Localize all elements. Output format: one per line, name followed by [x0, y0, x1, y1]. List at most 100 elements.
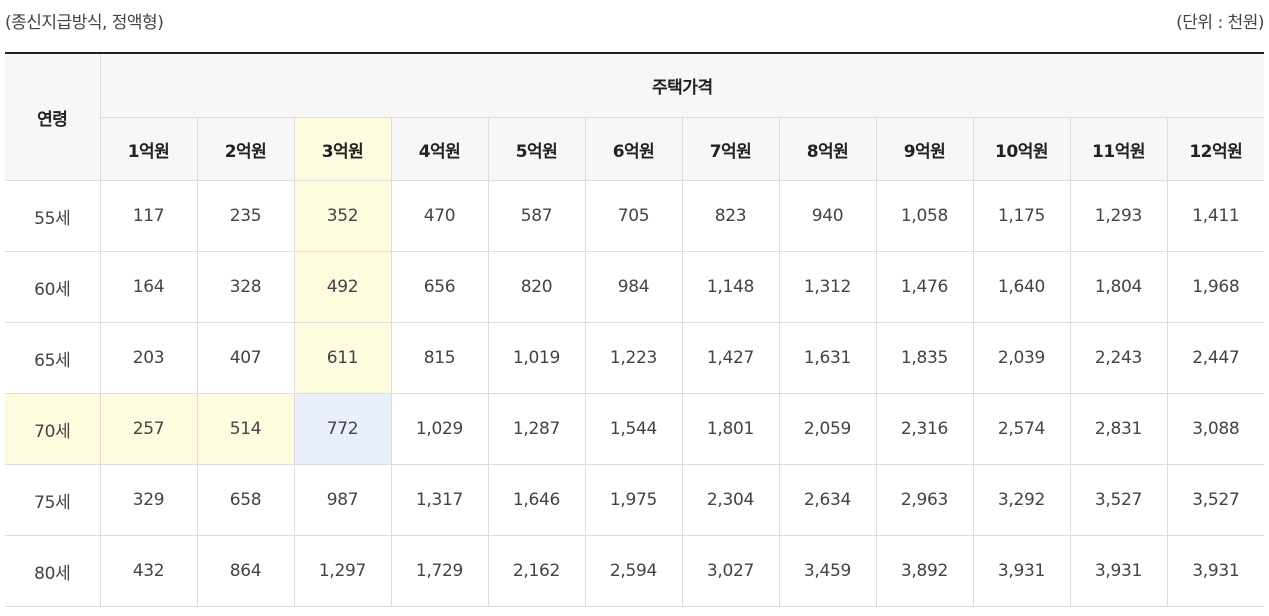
- value-cell: 1,646: [488, 464, 586, 536]
- value-cell: 3,292: [973, 464, 1071, 536]
- value-cell: 2,594: [585, 535, 683, 607]
- value-cell: 820: [488, 251, 586, 323]
- header-row-group: 연령 주택가격: [5, 53, 1265, 181]
- unit-caption: (단위 : 천원): [1176, 13, 1264, 33]
- value-cell: 164: [100, 251, 198, 323]
- price-header-2: 2억원: [197, 117, 295, 181]
- value-cell: 2,963: [876, 464, 974, 536]
- value-cell: 1,801: [682, 393, 780, 465]
- value-cell: 3,088: [1167, 393, 1265, 465]
- value-cell: 3,931: [973, 535, 1071, 607]
- value-cell: 1,411: [1167, 180, 1265, 252]
- price-header-10: 10억원: [973, 117, 1071, 181]
- monthly-payment-table: 연령 주택가격 1억원 2억원 3억원 4억원 5억원 6억원 7억원 8억원 …: [5, 52, 1265, 607]
- value-cell: 407: [197, 322, 295, 394]
- value-cell: 823: [682, 180, 780, 252]
- value-cell: 984: [585, 251, 683, 323]
- value-cell: 658: [197, 464, 295, 536]
- price-header-8: 8억원: [779, 117, 877, 181]
- value-cell: 2,304: [682, 464, 780, 536]
- value-cell: 3,527: [1167, 464, 1265, 536]
- table-row: 80세 432 864 1,297 1,729 2,162 2,594 3,02…: [5, 535, 1265, 607]
- price-header-9: 9억원: [876, 117, 974, 181]
- value-cell: 1,975: [585, 464, 683, 536]
- value-cell: 1,804: [1070, 251, 1168, 323]
- value-cell: 1,029: [391, 393, 489, 465]
- value-cell: 2,039: [973, 322, 1071, 394]
- price-header-7: 7억원: [682, 117, 780, 181]
- value-cell: 2,831: [1070, 393, 1168, 465]
- value-cell: 3,459: [779, 535, 877, 607]
- value-cell: 1,835: [876, 322, 974, 394]
- value-cell: 1,287: [488, 393, 586, 465]
- price-header-1: 1억원: [100, 117, 198, 181]
- value-cell: 3,931: [1070, 535, 1168, 607]
- value-cell: 1,317: [391, 464, 489, 536]
- value-cell: 3,931: [1167, 535, 1265, 607]
- value-cell: 2,059: [779, 393, 877, 465]
- price-header-4: 4억원: [391, 117, 489, 181]
- table-row: 55세 117 235 352 470 587 705 823 940 1,05…: [5, 180, 1265, 252]
- value-cell: 1,312: [779, 251, 877, 323]
- value-cell: 235: [197, 180, 295, 252]
- table-body: 55세 117 235 352 470 587 705 823 940 1,05…: [5, 180, 1265, 607]
- value-cell: 1,293: [1070, 180, 1168, 252]
- table-caption-left: (종신지급방식, 정액형): [5, 13, 164, 33]
- house-price-group-header: 주택가격: [100, 53, 1265, 118]
- price-header-5: 5억원: [488, 117, 586, 181]
- value-cell: 432: [100, 535, 198, 607]
- price-header-6: 6억원: [585, 117, 683, 181]
- price-header-11: 11억원: [1070, 117, 1168, 181]
- table-row: 75세 329 658 987 1,317 1,646 1,975 2,304 …: [5, 464, 1265, 536]
- age-cell: 75세: [5, 464, 101, 536]
- value-cell: 815: [391, 322, 489, 394]
- value-cell: 470: [391, 180, 489, 252]
- table-row-highlighted: 70세 257 514 772 1,029 1,287 1,544 1,801 …: [5, 393, 1265, 465]
- value-cell-intersection: 772: [294, 393, 392, 465]
- value-cell: 1,427: [682, 322, 780, 394]
- header-row-prices: 1억원 2억원 3억원 4억원 5억원 6억원 7억원 8억원 9억원 10억원…: [5, 117, 1265, 181]
- age-column-header: 연령: [5, 53, 101, 181]
- value-cell: 3,027: [682, 535, 780, 607]
- age-cell: 80세: [5, 535, 101, 607]
- value-cell: 864: [197, 535, 295, 607]
- value-cell: 1,640: [973, 251, 1071, 323]
- age-cell: 60세: [5, 251, 101, 323]
- value-cell: 1,223: [585, 322, 683, 394]
- value-cell: 705: [585, 180, 683, 252]
- value-cell: 1,476: [876, 251, 974, 323]
- price-header-3-highlighted: 3억원: [294, 117, 392, 181]
- value-cell: 1,019: [488, 322, 586, 394]
- value-cell: 1,148: [682, 251, 780, 323]
- table-row: 60세 164 328 492 656 820 984 1,148 1,312 …: [5, 251, 1265, 323]
- value-cell: 203: [100, 322, 198, 394]
- value-cell-highlighted: 352: [294, 180, 392, 252]
- value-cell: 117: [100, 180, 198, 252]
- value-cell: 1,175: [973, 180, 1071, 252]
- value-cell: 1,544: [585, 393, 683, 465]
- age-cell-highlighted: 70세: [5, 393, 101, 465]
- value-cell: 328: [197, 251, 295, 323]
- value-cell: 2,574: [973, 393, 1071, 465]
- age-cell: 55세: [5, 180, 101, 252]
- value-cell-highlighted: 611: [294, 322, 392, 394]
- value-cell: 1,058: [876, 180, 974, 252]
- price-header-12: 12억원: [1167, 117, 1265, 181]
- value-cell: 587: [488, 180, 586, 252]
- value-cell: 987: [294, 464, 392, 536]
- value-cell: 3,892: [876, 535, 974, 607]
- value-cell: 1,297: [294, 535, 392, 607]
- value-cell: 1,968: [1167, 251, 1265, 323]
- table-header: 연령 주택가격 1억원 2억원 3억원 4억원 5억원 6억원 7억원 8억원 …: [5, 53, 1265, 181]
- value-cell: 2,162: [488, 535, 586, 607]
- value-cell: 3,527: [1070, 464, 1168, 536]
- value-cell: 2,447: [1167, 322, 1265, 394]
- value-cell: 940: [779, 180, 877, 252]
- age-cell: 65세: [5, 322, 101, 394]
- value-cell: 656: [391, 251, 489, 323]
- value-cell: 1,729: [391, 535, 489, 607]
- value-cell: 2,634: [779, 464, 877, 536]
- value-cell: 329: [100, 464, 198, 536]
- value-cell: 2,243: [1070, 322, 1168, 394]
- value-cell: 1,631: [779, 322, 877, 394]
